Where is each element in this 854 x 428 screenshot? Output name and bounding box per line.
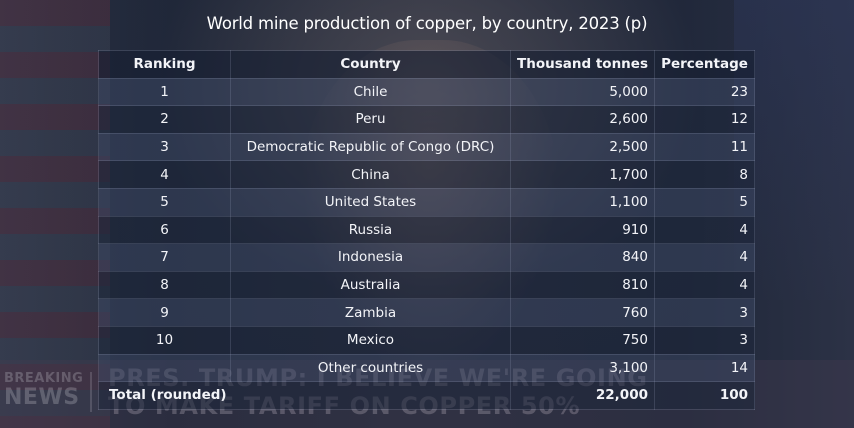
cell-rank: 5	[98, 187, 231, 217]
cell-country: Other countries	[230, 353, 511, 383]
table-total-row: Total (rounded) 22,000 100	[98, 381, 755, 410]
table-row: Other countries 3,100 14	[98, 353, 755, 383]
table-row: 7 Indonesia 840 4	[98, 243, 755, 272]
table-title: World mine production of copper, by coun…	[206, 14, 648, 33]
table-row: 10 Mexico 750 3	[98, 325, 755, 355]
header-ranking: Ranking	[98, 50, 231, 79]
header-country: Country	[230, 50, 511, 79]
cell-country: Zambia	[230, 298, 511, 327]
cell-percentage: 8	[654, 160, 755, 189]
cell-country: Mexico	[230, 325, 511, 355]
cell-percentage: 5	[654, 187, 755, 217]
table-row: 2 Peru 2,600 12	[98, 105, 755, 134]
cell-percentage: 4	[654, 243, 755, 272]
cell-percentage: 3	[654, 298, 755, 327]
table-row: 5 United States 1,100 5	[98, 187, 755, 217]
cell-percentage: 4	[654, 270, 755, 300]
copper-production-table: Ranking Country Thousand tonnes Percenta…	[98, 50, 755, 410]
cell-tonnes: 1,700	[510, 160, 655, 189]
table-header-row: Ranking Country Thousand tonnes Percenta…	[98, 50, 755, 79]
logo-line-news: NEWS	[4, 385, 80, 410]
cell-percentage: 14	[654, 353, 755, 383]
cell-tonnes: 1,100	[510, 187, 655, 217]
header-thousand-tonnes: Thousand tonnes	[510, 50, 655, 79]
header-percentage: Percentage	[654, 50, 755, 79]
cell-total-tonnes: 22,000	[510, 381, 655, 410]
table-row: 1 Chile 5,000 23	[98, 77, 755, 107]
cell-rank: 3	[98, 132, 231, 162]
cell-rank: 8	[98, 270, 231, 300]
table-row: 6 Russia 910 4	[98, 215, 755, 245]
cell-total-percentage: 100	[654, 381, 755, 410]
cell-rank: 4	[98, 160, 231, 189]
cell-tonnes: 750	[510, 325, 655, 355]
cell-country: Australia	[230, 270, 511, 300]
cell-country: Russia	[230, 215, 511, 245]
table-row: 3 Democratic Republic of Congo (DRC) 2,5…	[98, 132, 755, 162]
cell-percentage: 3	[654, 325, 755, 355]
cell-rank	[98, 353, 231, 383]
cell-tonnes: 2,500	[510, 132, 655, 162]
cell-tonnes: 5,000	[510, 77, 655, 107]
table-row: 4 China 1,700 8	[98, 160, 755, 189]
cell-rank: 6	[98, 215, 231, 245]
cell-country: Peru	[230, 105, 511, 134]
cell-percentage: 4	[654, 215, 755, 245]
background-flag-stripes	[0, 0, 110, 428]
cell-tonnes: 760	[510, 298, 655, 327]
cell-country: Indonesia	[230, 243, 511, 272]
cell-tonnes: 840	[510, 243, 655, 272]
cell-rank: 7	[98, 243, 231, 272]
cell-tonnes: 3,100	[510, 353, 655, 383]
ticker-divider	[90, 372, 92, 412]
cell-percentage: 11	[654, 132, 755, 162]
logo-line-breaking: BREAKING	[4, 371, 84, 386]
cell-percentage: 23	[654, 77, 755, 107]
cell-tonnes: 910	[510, 215, 655, 245]
table-row: 8 Australia 810 4	[98, 270, 755, 300]
cell-tonnes: 2,600	[510, 105, 655, 134]
table-row: 9 Zambia 760 3	[98, 298, 755, 327]
cell-rank: 1	[98, 77, 231, 107]
cell-country: China	[230, 160, 511, 189]
cell-percentage: 12	[654, 105, 755, 134]
cell-tonnes: 810	[510, 270, 655, 300]
cell-country: United States	[230, 187, 511, 217]
cell-country: Democratic Republic of Congo (DRC)	[230, 132, 511, 162]
breaking-news-logo: BREAKING NEWS	[4, 372, 86, 409]
cell-rank: 10	[98, 325, 231, 355]
cell-rank: 9	[98, 298, 231, 327]
cell-country: Chile	[230, 77, 511, 107]
cell-total-label: Total (rounded)	[98, 381, 511, 410]
cell-rank: 2	[98, 105, 231, 134]
